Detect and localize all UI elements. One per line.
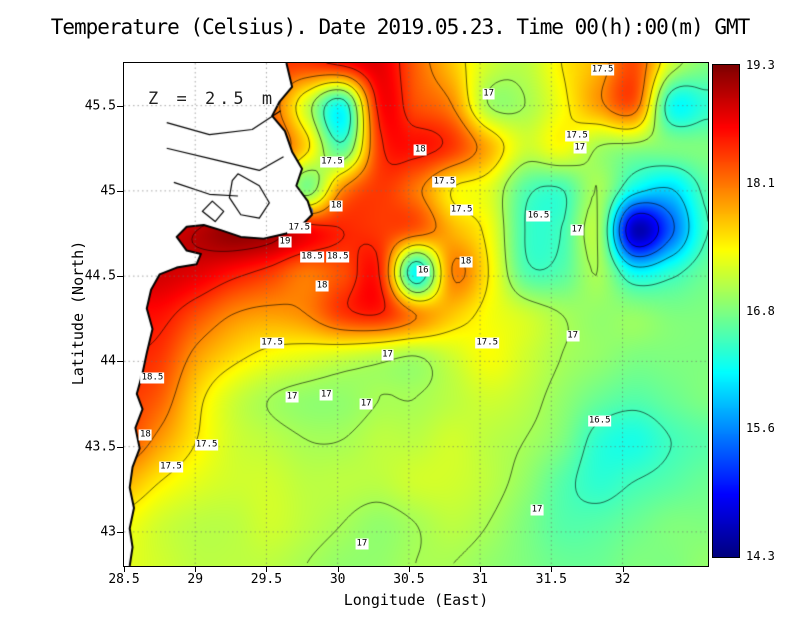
contour-label: 18 — [138, 429, 152, 441]
contour-label: 16.5 — [526, 210, 551, 222]
contour-label: 17.5 — [194, 439, 219, 451]
chart-title: Temperature (Celsius). Date 2019.05.23. … — [50, 15, 751, 39]
contour-label: 18 — [459, 256, 473, 268]
y-tick-label: 43.5 — [84, 439, 116, 455]
colorbar-tick-label: 14.3 — [746, 549, 775, 563]
contour-label: 17 — [566, 330, 580, 342]
contour-label: 17 — [482, 88, 496, 100]
contour-label: 18.5 — [325, 251, 350, 263]
contour-label: 17 — [359, 398, 373, 410]
contour-label: 16 — [416, 265, 430, 277]
y-tick-mark — [117, 105, 123, 107]
contour-label: 18 — [315, 280, 329, 292]
contour-label: 18.5 — [300, 251, 324, 263]
contour-label: 17.5 — [320, 156, 344, 168]
x-tick-mark — [408, 566, 410, 572]
plot-area: Z = 2.5 m 17.5 17 17.5 17 17.5 18 17.5 17.5 16.5… — [123, 62, 709, 567]
x-tick-label: 31.5 — [535, 572, 567, 587]
depth-annotation: Z = 2.5 m — [148, 89, 277, 109]
contour-label: 17 — [319, 389, 333, 401]
contour-label: 17 — [355, 538, 369, 550]
y-tick-mark — [117, 531, 123, 533]
y-tick-mark — [117, 361, 123, 363]
colorbar-tick-label: 18.1 — [746, 175, 775, 190]
x-axis-label: Longitude (East) — [343, 591, 489, 609]
contour-label: 17.5 — [590, 64, 615, 76]
y-tick-label: 45.5 — [84, 98, 116, 114]
contour-label: 17.5 — [159, 461, 183, 473]
contour-label: 17.5 — [565, 130, 589, 142]
contour-label: 17.5 — [475, 337, 500, 349]
contour-label: 17.5 — [287, 222, 312, 234]
contour-label: 18 — [413, 144, 427, 156]
x-tick-mark — [551, 566, 553, 572]
x-tick-mark — [480, 566, 482, 572]
contour-label: 18 — [329, 200, 343, 212]
y-tick-mark — [117, 276, 123, 278]
x-tick-label: 28.5 — [108, 572, 140, 587]
contour-label: 17 — [573, 142, 587, 154]
contour-label: 19 — [278, 236, 292, 248]
x-tick-mark — [124, 566, 125, 572]
y-tick-label: 45 — [100, 183, 116, 199]
colorbar — [712, 64, 740, 558]
contour-label: 17.5 — [449, 204, 474, 216]
contour-label: 17 — [530, 504, 544, 516]
x-tick-mark — [337, 566, 339, 572]
x-tick-label: 29.5 — [250, 572, 283, 587]
contour-label: 18.5 — [140, 372, 165, 384]
y-tick-label: 44.5 — [84, 268, 116, 284]
contour-label: 17.5 — [260, 337, 284, 349]
x-tick-mark — [195, 566, 197, 572]
contour-label: 17 — [381, 349, 394, 361]
x-tick-label: 32 — [614, 572, 631, 587]
contour-label: 17 — [285, 391, 299, 403]
x-tick-mark — [266, 566, 268, 572]
contour-label: 17 — [570, 224, 584, 236]
x-tick-mark — [622, 566, 624, 572]
y-tick-mark — [117, 446, 123, 448]
temperature-map-canvas — [124, 63, 708, 566]
x-tick-label: 30.5 — [393, 572, 425, 587]
y-tick-mark — [117, 190, 123, 192]
contour-label: 17.5 — [432, 176, 457, 188]
contour-label: 16.5 — [587, 415, 612, 427]
colorbar-tick-label: 19.3 — [746, 58, 775, 72]
x-tick-label: 29 — [187, 572, 204, 587]
x-tick-label: 30 — [329, 572, 346, 587]
colorbar-tick-label: 16.8 — [746, 303, 775, 318]
y-tick-label: 44 — [100, 353, 116, 369]
x-tick-label: 31 — [472, 572, 488, 587]
y-tick-label: 43 — [100, 524, 116, 540]
colorbar-gradient-canvas — [713, 65, 739, 557]
colorbar-tick-label: 15.6 — [746, 421, 775, 436]
